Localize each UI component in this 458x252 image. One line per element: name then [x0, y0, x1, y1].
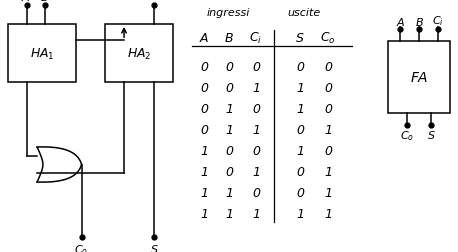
- Text: 0: 0: [200, 123, 208, 137]
- Text: $B$: $B$: [224, 32, 234, 44]
- Text: 0: 0: [296, 186, 304, 199]
- Text: $C_i$: $C_i$: [148, 0, 160, 3]
- Text: $S$: $S$: [295, 32, 305, 44]
- Text: 0: 0: [200, 82, 208, 94]
- Text: 0: 0: [296, 165, 304, 178]
- Text: $B$: $B$: [40, 0, 49, 3]
- Text: 1: 1: [225, 123, 233, 137]
- Text: 0: 0: [296, 61, 304, 74]
- Text: $S$: $S$: [427, 129, 436, 140]
- Bar: [388, 42, 450, 114]
- Text: 1: 1: [324, 207, 332, 220]
- Text: 0: 0: [324, 103, 332, 115]
- Bar: [105, 25, 173, 83]
- Text: 0: 0: [225, 165, 233, 178]
- Text: 0: 0: [296, 123, 304, 137]
- Text: 1: 1: [252, 165, 260, 178]
- Text: $A$: $A$: [22, 0, 31, 3]
- Text: $FA$: $FA$: [410, 71, 428, 85]
- Text: $C_i$: $C_i$: [250, 30, 262, 45]
- Text: 1: 1: [296, 144, 304, 158]
- Text: 1: 1: [225, 207, 233, 220]
- Text: 1: 1: [252, 82, 260, 94]
- Text: ingressi: ingressi: [206, 8, 250, 18]
- Text: $C_o$: $C_o$: [75, 242, 89, 252]
- Text: $S$: $S$: [150, 242, 158, 252]
- Text: 1: 1: [324, 165, 332, 178]
- Text: 1: 1: [225, 103, 233, 115]
- Text: 1: 1: [200, 165, 208, 178]
- Text: 1: 1: [252, 207, 260, 220]
- Text: $HA_1$: $HA_1$: [30, 46, 55, 61]
- Text: $C_i$: $C_i$: [431, 14, 443, 28]
- Text: 1: 1: [200, 186, 208, 199]
- Text: 0: 0: [225, 61, 233, 74]
- Text: 0: 0: [200, 103, 208, 115]
- Text: 0: 0: [200, 61, 208, 74]
- Text: 0: 0: [324, 82, 332, 94]
- Text: 1: 1: [296, 103, 304, 115]
- Text: $B$: $B$: [414, 16, 424, 28]
- Text: 1: 1: [324, 186, 332, 199]
- Text: 0: 0: [225, 82, 233, 94]
- Text: 0: 0: [324, 144, 332, 158]
- Text: $HA_2$: $HA_2$: [127, 46, 151, 61]
- Text: 1: 1: [225, 186, 233, 199]
- Text: $A$: $A$: [199, 32, 209, 44]
- Text: $A$: $A$: [396, 16, 405, 28]
- Text: $C_o$: $C_o$: [399, 129, 414, 142]
- Text: 0: 0: [225, 144, 233, 158]
- Text: 1: 1: [296, 82, 304, 94]
- Text: 0: 0: [324, 61, 332, 74]
- Text: 0: 0: [252, 144, 260, 158]
- Text: 0: 0: [252, 103, 260, 115]
- Text: $C_o$: $C_o$: [320, 30, 336, 45]
- Text: 1: 1: [252, 123, 260, 137]
- Text: 0: 0: [252, 61, 260, 74]
- Text: 1: 1: [324, 123, 332, 137]
- Text: uscite: uscite: [287, 8, 321, 18]
- Text: 0: 0: [252, 186, 260, 199]
- Bar: [8, 25, 76, 83]
- Text: 1: 1: [296, 207, 304, 220]
- Text: 1: 1: [200, 144, 208, 158]
- Text: 1: 1: [200, 207, 208, 220]
